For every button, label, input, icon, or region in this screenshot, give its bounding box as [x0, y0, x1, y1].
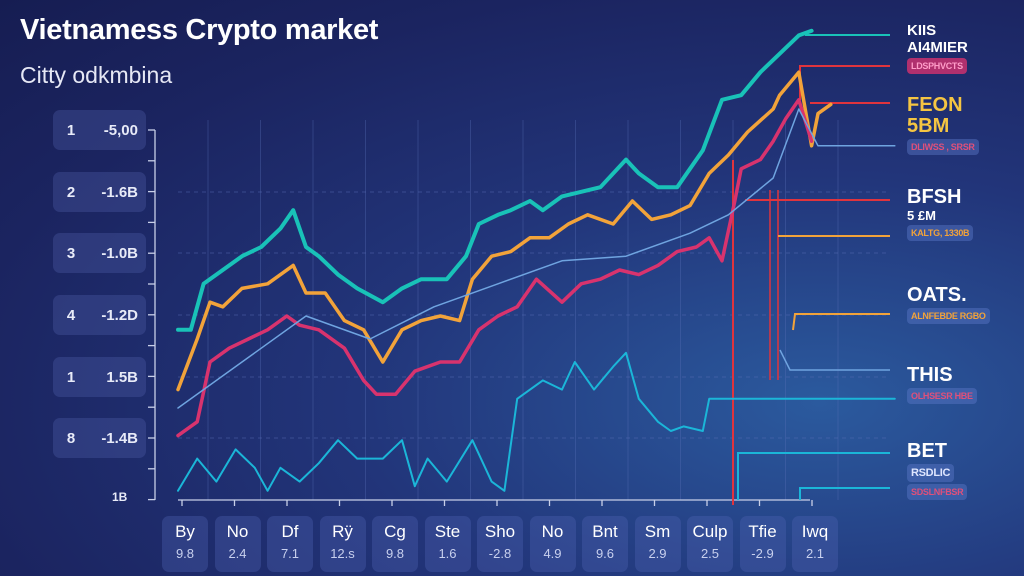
x-category: Ste 1.6	[424, 516, 471, 572]
x-category-value: 12.s	[330, 546, 355, 561]
x-category-value: -2.9	[751, 546, 774, 561]
legend-connector	[792, 313, 890, 331]
x-category-value: 4.9	[543, 546, 562, 561]
x-category: Df 7.1	[267, 516, 313, 572]
legend-item: KIIS AI4MIER LDSPHVCTS	[907, 22, 987, 74]
x-category: Sho -2.8	[477, 516, 523, 572]
x-category: No 2.4	[214, 516, 261, 572]
x-category: Iwq 2.1	[792, 516, 838, 572]
x-category-label: Cg	[384, 522, 406, 541]
y-tick-pill: 1 1.5B	[53, 357, 146, 397]
x-category: Rÿ 12.s	[319, 516, 366, 572]
x-category: Bnt 9.6	[582, 516, 628, 572]
legend-title: BFSH	[907, 186, 962, 208]
y-tick-index: 1	[66, 121, 76, 139]
x-category-label: Culp	[692, 522, 728, 541]
series-line-orange	[176, 70, 833, 392]
y-tick-label: -1.6B	[101, 183, 138, 201]
x-category-value: 2.9	[648, 546, 667, 561]
y-tick-label: -1.4B	[101, 429, 138, 447]
y-tick-pill: 4 -1.2D	[53, 295, 146, 335]
legend-sub: DLIWSS , SRSR	[907, 139, 979, 155]
legend-sub: LDSPHVCTS	[907, 58, 967, 74]
legend-connector	[799, 65, 890, 100]
y-tick-index: 3	[66, 244, 76, 262]
x-category-label: No	[541, 522, 564, 541]
x-category-label: Iwq	[801, 522, 829, 541]
x-category-value: -2.8	[488, 546, 512, 561]
legend-sub: ALNFEBDE RGBO	[907, 308, 990, 324]
legend-title: KIIS AI4MIER	[907, 22, 968, 56]
y-tick-label: -5,00	[103, 121, 138, 139]
legend-title: THIS	[907, 364, 953, 386]
x-category-label: Ste	[434, 522, 461, 541]
chart-title: Vietnamess Crypto market	[20, 14, 379, 46]
legend-connector	[737, 452, 890, 500]
x-category: Sm 2.9	[634, 516, 681, 572]
y-tick-pill: 1 -5,00	[53, 110, 146, 150]
x-category-value: 9.8	[385, 546, 405, 561]
x-category: Culp 2.5	[687, 516, 733, 572]
x-category-value: 2.5	[700, 546, 720, 561]
x-category-label: Rÿ	[332, 522, 353, 541]
legend-title: FEON	[907, 94, 963, 116]
y-tick-index: 8	[66, 429, 76, 447]
x-category-label: Df	[281, 522, 299, 541]
legend-connector	[779, 349, 890, 371]
legend-sub: SDSLNFBSR	[907, 484, 968, 500]
x-category-label: Sho	[484, 522, 516, 541]
y-tick-label: -1.2D	[101, 306, 138, 324]
y-tick-index: 1	[66, 368, 76, 386]
legend-item: THIS OLHSESR HBE	[907, 365, 977, 404]
y-tick-label: 1.5B	[106, 368, 138, 386]
y-tick-pill: 3 -1.0B	[53, 233, 146, 273]
y-tick-index: 2	[66, 183, 76, 201]
x-category: Tfie -2.9	[739, 516, 786, 572]
y-tick-pill: 8 -1.4B	[53, 418, 146, 458]
x-category-value: 9.6	[595, 546, 615, 561]
x-category-value: 7.1	[280, 546, 300, 561]
legend-item: BET RSDLIC SDSLNFBSR	[907, 440, 968, 500]
x-category: No 4.9	[529, 516, 576, 572]
y-bottom-label: 1B	[112, 490, 128, 504]
y-tick-index: 4	[66, 306, 76, 324]
series-line-cyan	[177, 351, 896, 492]
x-category-value: 1.6	[438, 546, 457, 561]
x-category-label: By	[175, 522, 195, 541]
x-category: Cg 9.8	[372, 516, 418, 572]
legend-title: BET	[907, 440, 947, 462]
series-line-light-blue	[177, 108, 896, 409]
legend-sub: OLHSESR HBE	[907, 388, 977, 404]
legend-value: 5 £M	[907, 208, 936, 223]
series-line-pink	[176, 98, 814, 438]
legend-value: RSDLIC	[907, 464, 955, 482]
legend-item: BFSH 5 £M KALTG, 1330B	[907, 186, 974, 241]
legend-value: 5BM	[907, 115, 950, 137]
x-category-value: 2.4	[228, 546, 247, 561]
x-category-label: Tfie	[748, 522, 777, 541]
x-category-value: 2.1	[805, 546, 825, 561]
y-tick-pill: 2 -1.6B	[53, 172, 146, 212]
x-category: By 9.8	[162, 516, 208, 572]
chart-subtitle: Citty odkmbina	[20, 62, 173, 88]
legend-sub: KALTG, 1330B	[907, 225, 974, 241]
legend-item: FEON 5BM DLIWSS , SRSR	[907, 95, 979, 155]
series-line-teal	[176, 28, 814, 332]
legend-item: OATS. ALNFEBDE RGBO	[907, 285, 990, 324]
x-category-label: Sm	[644, 522, 671, 541]
legend-title: OATS.	[907, 284, 967, 306]
y-tick-label: -1.0B	[101, 244, 138, 262]
x-category-value: 9.8	[175, 546, 195, 561]
x-category-label: No	[226, 522, 249, 541]
x-category-label: Bnt	[592, 522, 618, 541]
legend-connector	[799, 487, 890, 500]
